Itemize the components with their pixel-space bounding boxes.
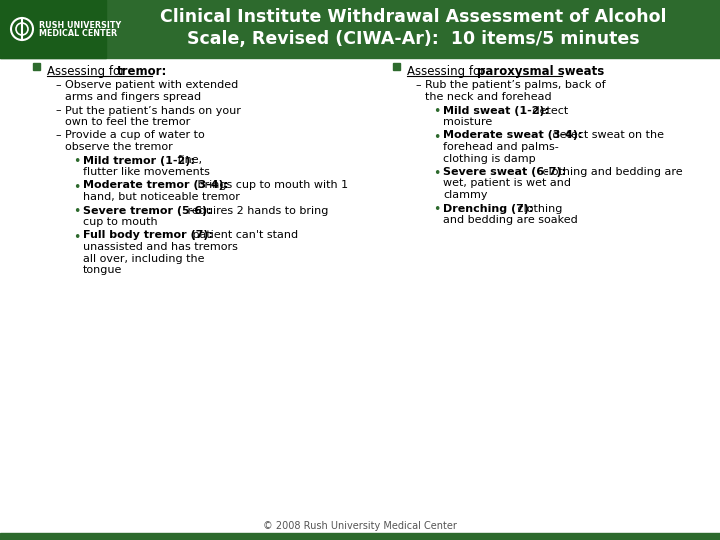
Text: paroxysmal sweats: paroxysmal sweats: [477, 65, 604, 78]
Text: cup to mouth: cup to mouth: [83, 217, 158, 227]
Text: Provide a cup of water to: Provide a cup of water to: [65, 131, 204, 140]
Text: and bedding are soaked: and bedding are soaked: [443, 215, 577, 225]
Text: Assessing for: Assessing for: [47, 65, 129, 78]
Text: clammy: clammy: [443, 190, 487, 200]
Text: brings cup to mouth with 1: brings cup to mouth with 1: [194, 180, 348, 191]
Text: clothing: clothing: [513, 204, 562, 213]
Text: –: –: [415, 80, 420, 91]
Text: hand, but noticeable tremor: hand, but noticeable tremor: [83, 192, 240, 202]
Text: •: •: [433, 204, 441, 217]
Bar: [0, 0, 106, 58]
Text: clothing and bedding are: clothing and bedding are: [539, 167, 683, 177]
Text: Severe tremor (5-6):: Severe tremor (5-6):: [83, 206, 212, 215]
Bar: [0, 0, 720, 58]
Text: Rub the patient’s palms, back of: Rub the patient’s palms, back of: [425, 80, 606, 91]
Text: fine,: fine,: [174, 156, 202, 165]
Text: •: •: [73, 180, 81, 193]
Text: Severe sweat (6-7):: Severe sweat (6-7):: [443, 167, 566, 177]
Text: •: •: [433, 167, 441, 180]
Text: detect sweat on the: detect sweat on the: [549, 131, 664, 140]
Text: Mild sweat (1-2):: Mild sweat (1-2):: [443, 105, 549, 116]
Text: Scale, Revised (CIWA-Ar):  10 items/5 minutes: Scale, Revised (CIWA-Ar): 10 items/5 min…: [186, 30, 639, 48]
Text: Put the patient’s hands on your: Put the patient’s hands on your: [65, 105, 241, 116]
Text: Observe patient with extended: Observe patient with extended: [65, 80, 238, 91]
Text: flutter like movements: flutter like movements: [83, 167, 210, 177]
Text: •: •: [73, 156, 81, 168]
Text: requires 2 hands to bring: requires 2 hands to bring: [184, 206, 328, 215]
Text: forehead and palms-: forehead and palms-: [443, 142, 559, 152]
Text: observe the tremor: observe the tremor: [65, 142, 173, 152]
Text: clothing is damp: clothing is damp: [443, 153, 536, 164]
Bar: [393, 63, 400, 70]
Text: own to feel the tremor: own to feel the tremor: [65, 117, 190, 127]
Text: –: –: [55, 105, 60, 116]
Text: Full body tremor (7):: Full body tremor (7):: [83, 231, 213, 240]
Text: •: •: [73, 231, 81, 244]
Text: arms and fingers spread: arms and fingers spread: [65, 92, 201, 102]
Text: –: –: [55, 131, 60, 140]
Text: © 2008 Rush University Medical Center: © 2008 Rush University Medical Center: [263, 521, 457, 531]
Text: tongue: tongue: [83, 265, 122, 275]
Text: Mild tremor (1-2):: Mild tremor (1-2):: [83, 156, 195, 165]
Text: Drenching (7):: Drenching (7):: [443, 204, 534, 213]
Text: patient can't stand: patient can't stand: [189, 231, 298, 240]
Text: Moderate sweat (3-4):: Moderate sweat (3-4):: [443, 131, 582, 140]
Bar: [33, 63, 40, 70]
Text: moisture: moisture: [443, 117, 492, 127]
Text: detect: detect: [529, 105, 568, 116]
Text: –: –: [55, 80, 60, 91]
Text: •: •: [73, 206, 81, 219]
Text: Clinical Institute Withdrawal Assessment of Alcohol: Clinical Institute Withdrawal Assessment…: [160, 8, 666, 26]
Text: MEDICAL CENTER: MEDICAL CENTER: [39, 30, 117, 38]
Text: unassisted and has tremors: unassisted and has tremors: [83, 242, 238, 252]
Text: tremor:: tremor:: [117, 65, 167, 78]
Text: the neck and forehead: the neck and forehead: [425, 92, 552, 102]
Text: Assessing for: Assessing for: [407, 65, 489, 78]
Text: RUSH UNIVERSITY: RUSH UNIVERSITY: [39, 22, 121, 30]
Bar: [0, 533, 720, 540]
Text: all over, including the: all over, including the: [83, 253, 204, 264]
Text: Moderate tremor (3-4):: Moderate tremor (3-4):: [83, 180, 228, 191]
Text: •: •: [433, 131, 441, 144]
Text: •: •: [433, 105, 441, 118]
Text: wet, patient is wet and: wet, patient is wet and: [443, 179, 571, 188]
